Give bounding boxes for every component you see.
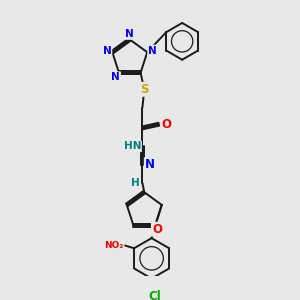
Text: Cl: Cl bbox=[148, 290, 161, 300]
Text: H: H bbox=[131, 178, 140, 188]
Text: N: N bbox=[103, 46, 111, 56]
Text: N: N bbox=[111, 72, 120, 82]
Text: N: N bbox=[148, 46, 157, 56]
Text: O: O bbox=[152, 223, 162, 236]
Text: NO₂: NO₂ bbox=[104, 241, 124, 250]
Text: O: O bbox=[161, 118, 171, 131]
Text: N: N bbox=[125, 29, 134, 39]
Text: HN: HN bbox=[124, 141, 141, 151]
Text: S: S bbox=[140, 83, 148, 96]
Text: N: N bbox=[145, 158, 155, 171]
